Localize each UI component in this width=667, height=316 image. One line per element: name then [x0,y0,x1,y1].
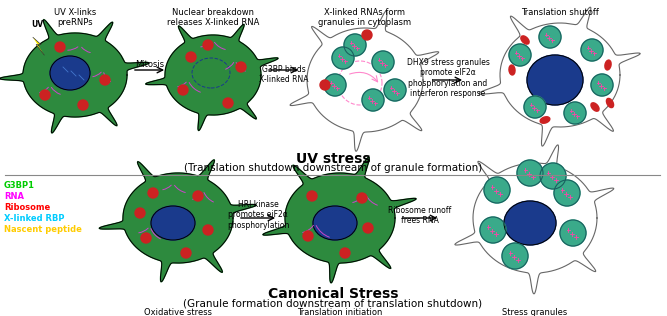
Text: Oxidative stress
activates HRI kinase: Oxidative stress activates HRI kinase [135,308,221,316]
Text: UV X-links
preRNPs: UV X-links preRNPs [54,8,96,27]
Text: Translation initiation
inhibited: Translation initiation inhibited [297,308,383,316]
Circle shape [148,188,158,198]
Text: (Translation shutdown downstream of granule formation): (Translation shutdown downstream of gran… [184,163,482,173]
Circle shape [40,90,50,100]
Circle shape [384,79,406,101]
Ellipse shape [313,206,357,240]
Circle shape [480,217,506,243]
Circle shape [362,89,384,111]
Text: HRI kinase
promotes eiF2α
phosphorylation: HRI kinase promotes eiF2α phosphorylatio… [227,200,289,230]
Circle shape [141,233,151,243]
Circle shape [362,30,372,40]
Polygon shape [0,20,149,133]
Polygon shape [33,37,44,55]
Circle shape [186,52,196,62]
Circle shape [340,248,350,258]
Polygon shape [290,11,439,151]
Text: Ribosome: Ribosome [4,203,50,212]
Text: Nascent peptide: Nascent peptide [4,225,82,234]
Circle shape [236,62,246,72]
Circle shape [509,44,531,66]
Text: Canonical Stress: Canonical Stress [267,287,398,301]
Circle shape [332,47,354,69]
Text: Ribosome runoff
frees RNA: Ribosome runoff frees RNA [388,206,452,225]
Ellipse shape [509,65,515,75]
Circle shape [564,102,586,124]
Text: Stress granules
form: Stress granules form [502,308,568,316]
Circle shape [203,225,213,235]
Ellipse shape [527,55,583,105]
Ellipse shape [591,103,599,111]
Text: Mitosis: Mitosis [135,60,165,69]
Text: UV: UV [31,20,43,29]
Ellipse shape [521,36,529,44]
Polygon shape [146,24,278,131]
Text: (Granule formation downstream of translation shutdown): (Granule formation downstream of transla… [183,298,482,308]
Ellipse shape [151,206,195,240]
Circle shape [591,74,613,96]
Circle shape [363,223,373,233]
Circle shape [203,40,213,50]
Circle shape [181,248,191,258]
Text: G3BP1: G3BP1 [4,181,35,190]
Text: Nuclear breakdown
releases X-linked RNA: Nuclear breakdown releases X-linked RNA [167,8,259,27]
Ellipse shape [605,60,611,70]
Text: X-linked RNAs form
granules in cytoplasm: X-linked RNAs form granules in cytoplasm [318,8,412,27]
Text: Translation shutoff: Translation shutoff [521,8,599,17]
Circle shape [484,177,510,203]
Circle shape [581,39,603,61]
Circle shape [344,34,366,56]
Polygon shape [263,157,416,283]
Polygon shape [99,160,256,282]
Circle shape [554,180,580,206]
Circle shape [502,243,528,269]
Circle shape [100,75,110,85]
Circle shape [524,96,546,118]
Circle shape [517,160,543,186]
Circle shape [78,100,88,110]
Circle shape [357,193,367,203]
Text: UV stress: UV stress [295,152,370,166]
Circle shape [193,191,203,201]
Circle shape [223,98,233,108]
Circle shape [560,220,586,246]
Text: G3BP binds
X-linked RNA: G3BP binds X-linked RNA [259,65,309,84]
Circle shape [320,80,330,90]
Text: DHX9 stress granules
promote eIF2α
phosphorylation and
interferon response: DHX9 stress granules promote eIF2α phosp… [407,58,490,98]
Circle shape [539,26,561,48]
Ellipse shape [606,98,614,108]
Circle shape [135,208,145,218]
Ellipse shape [50,56,90,90]
Circle shape [540,163,566,189]
Ellipse shape [540,117,550,123]
Circle shape [303,231,313,241]
Ellipse shape [504,201,556,245]
Text: X-linked RBP: X-linked RBP [4,214,65,223]
Polygon shape [455,145,614,294]
Circle shape [324,74,346,96]
Polygon shape [479,7,640,146]
Circle shape [372,51,394,73]
Circle shape [307,191,317,201]
Text: RNA: RNA [4,192,24,201]
Circle shape [178,85,188,95]
Circle shape [55,42,65,52]
